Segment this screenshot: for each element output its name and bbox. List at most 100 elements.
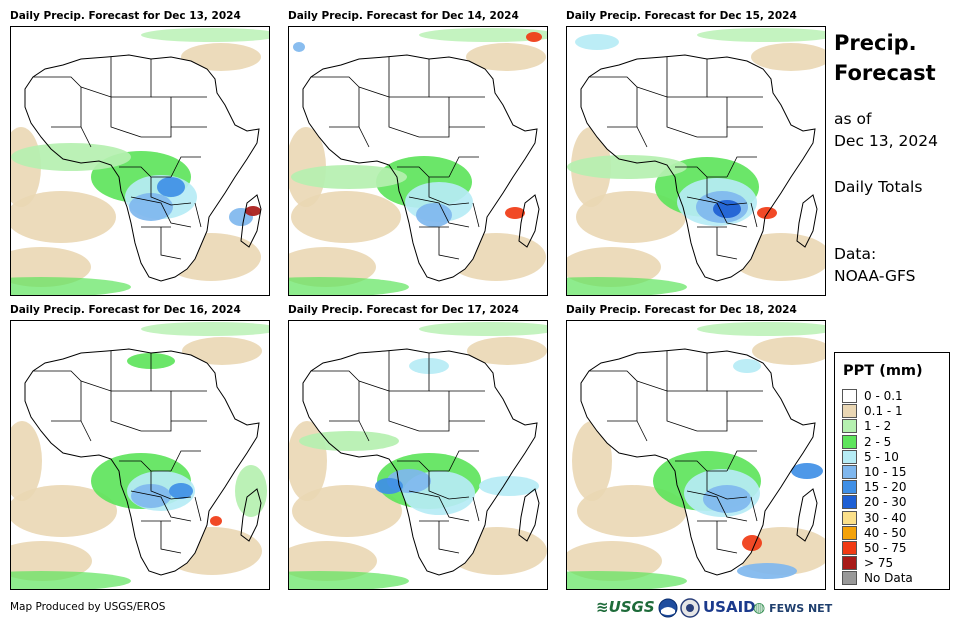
legend-swatch <box>842 404 857 419</box>
rain-band <box>419 28 547 42</box>
dry-patch <box>11 247 91 287</box>
legend-label: > 75 <box>864 556 894 571</box>
precip-area <box>737 563 797 579</box>
precip-area <box>375 478 403 494</box>
country-border <box>119 460 171 472</box>
country-border <box>397 460 449 472</box>
data-source-value: NOAA-GFS <box>834 267 916 285</box>
country-border <box>388 97 420 138</box>
country-border <box>716 521 738 554</box>
precip-area <box>567 155 687 179</box>
country-border <box>706 471 748 500</box>
dry-patch <box>289 247 376 287</box>
country-border <box>675 460 727 472</box>
precip-map <box>566 26 826 296</box>
legend-label: 2 - 5 <box>864 434 892 449</box>
country-border <box>33 76 82 107</box>
forecast-title: Precip. Forecast <box>834 28 954 88</box>
coastline <box>302 348 538 576</box>
dry-patch <box>291 191 401 243</box>
coastline <box>302 54 538 282</box>
daily-totals-label: Daily Totals <box>834 178 923 196</box>
legend-swatch <box>842 465 857 479</box>
usaid-logo: USAID <box>703 598 756 616</box>
dry-patch <box>181 43 261 71</box>
legend-swatch <box>842 510 857 525</box>
legend-label: 20 - 30 <box>864 495 907 510</box>
country-border <box>750 202 758 228</box>
panel-title: Daily Precip. Forecast for Dec 13, 2024 <box>10 10 241 22</box>
country-border <box>636 420 648 442</box>
precip-area <box>169 483 193 499</box>
madagascar-outline <box>796 194 818 248</box>
precip-area <box>733 359 761 373</box>
map-credit: Map Produced by USGS/EROS <box>10 601 166 613</box>
fews-net-logo: ◍ FEWS NET <box>753 600 833 616</box>
rain-band <box>419 322 547 336</box>
precip-area <box>575 34 619 50</box>
globe-icon: ◍ <box>753 600 766 616</box>
legend-label: 5 - 10 <box>864 449 899 464</box>
title-line-1: Precip. <box>834 31 917 55</box>
legend-label: 0 - 0.1 <box>864 389 903 403</box>
as-of-value: Dec 13, 2024 <box>834 132 938 150</box>
madagascar-outline <box>518 488 540 542</box>
noaa-logo <box>658 598 678 618</box>
forecast-panel-dec16: Daily Precip. Forecast for Dec 16, 2024 <box>10 304 270 590</box>
legend-swatch <box>842 495 857 510</box>
legend-swatch <box>842 419 857 434</box>
usgs-logo: ≋USGS <box>596 598 655 616</box>
legend-swatch <box>842 541 857 555</box>
dry-patch <box>467 337 547 365</box>
country-border <box>397 166 449 178</box>
country-border <box>726 156 757 178</box>
country-border <box>358 420 370 442</box>
precip-area <box>129 193 173 221</box>
country-border <box>697 127 728 138</box>
precip-area <box>791 463 823 479</box>
legend-label: 30 - 40 <box>864 510 907 525</box>
country-border <box>141 127 172 138</box>
precip-area <box>505 207 525 219</box>
panel-title: Daily Precip. Forecast for Dec 17, 2024 <box>288 304 519 316</box>
doc-seal-logo <box>680 598 700 618</box>
dry-patch <box>11 421 42 501</box>
country-border <box>80 126 92 148</box>
coastline <box>24 348 260 576</box>
country-border <box>160 521 182 554</box>
legend-label: 0.1 - 1 <box>864 404 903 419</box>
panel-title: Daily Precip. Forecast for Dec 14, 2024 <box>288 10 519 22</box>
country-border <box>194 202 202 228</box>
precip-area <box>235 465 267 517</box>
rain-band <box>697 28 825 42</box>
as-of-date: as of Dec 13, 2024 <box>834 108 964 152</box>
panel-title: Daily Precip. Forecast for Dec 16, 2024 <box>10 304 241 316</box>
precip-area <box>157 177 185 197</box>
dry-patch <box>11 191 116 243</box>
coastline <box>580 54 816 282</box>
precip-area <box>299 431 399 451</box>
madagascar-outline <box>240 194 262 248</box>
dry-patch <box>182 337 262 365</box>
panel-title: Daily Precip. Forecast for Dec 15, 2024 <box>566 10 797 22</box>
country-border <box>697 421 728 432</box>
precip-area <box>291 165 407 189</box>
country-border <box>666 97 698 138</box>
rain-band <box>289 277 409 295</box>
legend-label: 50 - 75 <box>864 541 907 555</box>
country-border <box>311 370 360 401</box>
rain-band <box>567 571 687 589</box>
country-border <box>686 196 748 228</box>
country-border <box>194 496 202 522</box>
rain-band <box>141 322 269 336</box>
dry-patch <box>11 485 117 537</box>
precip-map <box>288 320 548 590</box>
commerce-seal-icon <box>680 598 700 618</box>
legend-label: 40 - 50 <box>864 525 907 540</box>
usgs-wave-icon: ≋ <box>596 598 609 616</box>
country-border <box>150 471 192 500</box>
country-border <box>716 227 738 260</box>
as-of-label: as of <box>834 110 872 128</box>
country-border <box>388 391 420 432</box>
dry-patch <box>11 541 92 581</box>
